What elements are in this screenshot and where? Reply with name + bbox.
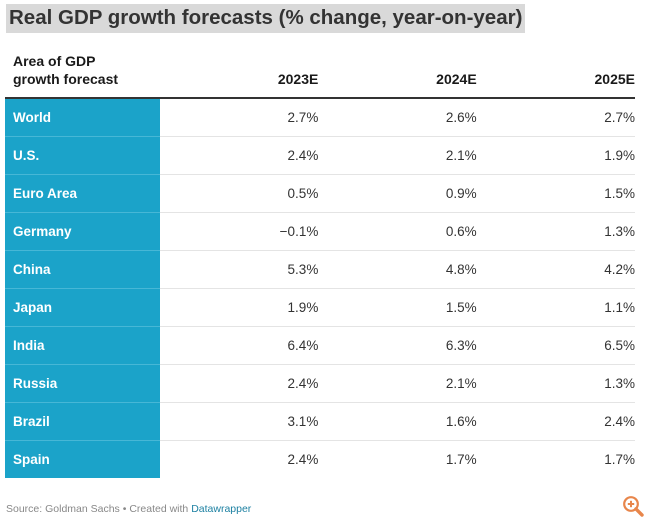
table-row-russia: Russia 2.4% 2.1% 1.3% [5,364,635,403]
cell-germany-2024e: 0.6% [318,212,477,251]
cell-world-2023e: 2.7% [160,98,319,137]
cell-germany-2023e: −0.1% [160,212,319,251]
column-header-area-line1: Area of GDP [13,53,96,69]
table-row-china: China 5.3% 4.8% 4.2% [5,250,635,289]
cell-japan-2025e: 1.1% [476,288,635,327]
footer-source: Source: Goldman Sachs • Created with Dat… [6,503,251,515]
row-label-spain: Spain [5,440,160,478]
row-label-world: World [5,98,160,137]
table-row-world: World 2.7% 2.6% 2.7% [5,98,635,137]
cell-china-2024e: 4.8% [318,250,477,289]
cell-euro-area-2024e: 0.9% [318,174,477,213]
cell-india-2024e: 6.3% [318,326,477,365]
column-header-2024e[interactable]: 2024E [318,52,477,99]
header-row: Area of GDP growth forecast 2023E 2024E … [5,52,635,99]
cell-u-s-2023e: 2.4% [160,136,319,175]
row-label-india: India [5,326,160,365]
cell-world-2024e: 2.6% [318,98,477,137]
table-row-japan: Japan 1.9% 1.5% 1.1% [5,288,635,327]
zoom-lens-shape [623,496,639,512]
row-label-russia: Russia [5,364,160,403]
source-text: Source: Goldman Sachs • Created with [6,503,192,515]
table-row-spain: Spain 2.4% 1.7% 1.7% [5,440,635,478]
cell-russia-2025e: 1.3% [476,364,635,403]
table-row-brazil: Brazil 3.1% 1.6% 2.4% [5,402,635,441]
cell-euro-area-2025e: 1.5% [476,174,635,213]
row-label-china: China [5,250,160,289]
chart-title: Real GDP growth forecasts (% change, yea… [6,4,526,33]
cell-japan-2023e: 1.9% [160,288,319,327]
cell-germany-2025e: 1.3% [476,212,635,251]
table-row-u-s: U.S. 2.4% 2.1% 1.9% [5,136,635,175]
cell-brazil-2024e: 1.6% [318,402,477,441]
row-label-euro-area: Euro Area [5,174,160,213]
cell-spain-2024e: 1.7% [445,452,477,467]
table-row-euro-area: Euro Area 0.5% 0.9% 1.5% [5,174,635,213]
cell-russia-2023e: 2.4% [160,364,319,403]
cell-u-s-2025e: 1.9% [476,136,635,175]
column-header-area-line2: growth forecast [13,71,119,87]
cell-u-s-2024e: 2.1% [318,136,477,175]
cell-spain-2025e: 1.7% [604,452,635,467]
cell-russia-2024e: 2.1% [318,364,477,403]
gdp-forecast-table-container: Area of GDP growth forecast 2023E 2024E … [5,52,635,478]
cell-china-2023e: 5.3% [160,250,319,289]
row-label-germany: Germany [5,212,160,251]
row-label-japan: Japan [5,288,160,327]
cell-india-2025e: 6.5% [476,326,635,365]
cell-china-2025e: 4.2% [476,250,635,289]
cell-brazil-2023e: 3.1% [160,402,319,441]
cell-euro-area-2023e: 0.5% [160,174,319,213]
gdp-forecast-table: Area of GDP growth forecast 2023E 2024E … [5,52,635,478]
column-header-2025e[interactable]: 2025E [476,52,635,99]
cell-world-2025e: 2.7% [476,98,635,137]
zoom-handle-shape [634,507,644,517]
row-label-brazil: Brazil [5,402,160,441]
column-header-area[interactable]: Area of GDP growth forecast [5,52,160,99]
cell-brazil-2025e: 2.4% [476,402,635,441]
cell-japan-2024e: 1.5% [318,288,477,327]
table-row-germany: Germany −0.1% 0.6% 1.3% [5,212,635,251]
table-row-india: India 6.4% 6.3% 6.5% [5,326,635,365]
cell-spain-2023e: 2.4% [287,452,319,467]
cell-india-2023e: 6.4% [160,326,319,365]
table-body: World 2.7% 2.6% 2.7% U.S. 2.4% 2.1% 1.9% Euro Ar… [5,98,635,478]
zoom-in-icon[interactable] [621,494,645,518]
datawrapper-link[interactable]: Datawrapper [191,503,252,515]
row-label-u-s: U.S. [5,136,160,175]
column-header-2023e[interactable]: 2023E [160,52,319,99]
